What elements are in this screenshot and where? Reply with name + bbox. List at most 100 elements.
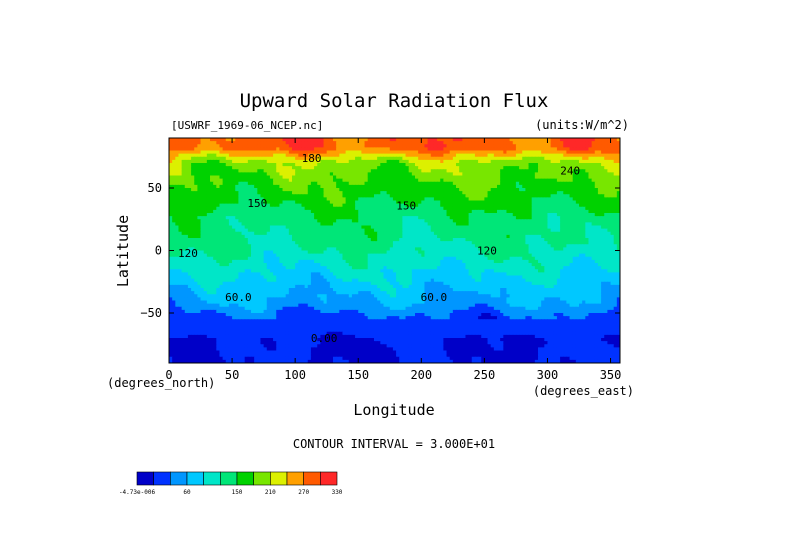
- field-cell: [503, 181, 507, 186]
- field-cell: [285, 188, 290, 192]
- field-cell: [572, 191, 577, 195]
- field-cell: [314, 206, 318, 211]
- field-cell: [292, 159, 296, 164]
- field-cell: [613, 178, 618, 183]
- field-cell: [191, 172, 195, 177]
- field-cell: [560, 194, 564, 198]
- field-cell: [367, 209, 372, 214]
- field-cell: [560, 241, 564, 245]
- field-cell: [307, 147, 312, 152]
- field-cell: [500, 228, 504, 233]
- field-cell: [399, 228, 403, 233]
- field-cell: [326, 203, 331, 208]
- field-cell: [604, 144, 608, 148]
- field-cell: [358, 188, 362, 192]
- field-cell: [512, 194, 517, 198]
- field-cell: [490, 219, 495, 223]
- field-cell: [610, 194, 615, 198]
- field-cell: [544, 222, 548, 227]
- field-cell: [377, 238, 381, 242]
- field-cell: [329, 181, 334, 186]
- field-cell: [449, 147, 454, 152]
- field-cell: [392, 150, 397, 155]
- field-cell: [569, 169, 574, 173]
- field-cell: [471, 216, 476, 220]
- field-cell: [361, 194, 366, 198]
- field-cell: [497, 241, 501, 245]
- field-cell: [295, 216, 299, 220]
- field-cell: [326, 216, 331, 220]
- field-cell: [304, 172, 309, 177]
- field-cell: [232, 231, 236, 236]
- field-cell: [544, 213, 548, 217]
- field-cell: [512, 150, 517, 155]
- field-cell: [541, 194, 545, 198]
- field-cell: [509, 225, 514, 230]
- field-cell: [572, 222, 577, 227]
- field-cell: [326, 241, 331, 245]
- field-cell: [342, 163, 347, 167]
- field-cell: [181, 181, 186, 186]
- field-cell: [610, 225, 615, 230]
- field-cell: [326, 172, 331, 177]
- field-cell: [440, 238, 444, 242]
- field-cell: [310, 228, 315, 233]
- field-cell: [279, 191, 284, 195]
- field-cell: [408, 234, 413, 239]
- field-cell: [377, 244, 381, 248]
- field-cell: [241, 156, 246, 161]
- field-cell: [604, 166, 608, 170]
- field-cell: [279, 206, 284, 211]
- field-cell: [241, 206, 246, 211]
- field-cell: [560, 228, 564, 233]
- field-cell: [572, 241, 577, 245]
- field-cell: [310, 138, 315, 142]
- field-cell: [279, 209, 284, 214]
- field-cell: [178, 138, 183, 142]
- field-cell: [443, 163, 448, 167]
- field-cell: [462, 194, 466, 198]
- field-cell: [462, 181, 466, 186]
- field-cell: [194, 209, 198, 214]
- field-cell: [175, 225, 179, 230]
- field-cell: [613, 228, 618, 233]
- field-cell: [572, 163, 577, 167]
- field-cell: [320, 203, 325, 208]
- field-cell: [323, 159, 328, 164]
- field-cell: [547, 213, 552, 217]
- field-cell: [169, 175, 173, 180]
- field-cell: [348, 200, 353, 205]
- field-cell: [169, 219, 173, 223]
- field-cell: [430, 231, 435, 236]
- field-cell: [364, 188, 369, 192]
- field-cell: [541, 241, 545, 245]
- field-cell: [383, 141, 388, 145]
- field-cell: [339, 144, 343, 148]
- field-cell: [310, 181, 315, 186]
- field-cell: [585, 225, 589, 230]
- field-cell: [333, 213, 337, 217]
- field-cell: [497, 231, 501, 236]
- field-cell: [588, 175, 593, 180]
- field-cell: [512, 169, 517, 173]
- field-cell: [301, 197, 306, 202]
- field-cell: [251, 213, 255, 217]
- field-cell: [380, 172, 384, 177]
- field-cell: [361, 144, 366, 148]
- field-cell: [172, 197, 176, 202]
- field-cell: [392, 213, 397, 217]
- field-cell: [415, 191, 419, 195]
- field-cell: [380, 209, 384, 214]
- field-cell: [585, 175, 589, 180]
- field-cell: [512, 144, 517, 148]
- field-cell: [522, 166, 526, 170]
- field-cell: [427, 150, 432, 155]
- field-cell: [604, 188, 608, 192]
- field-cell: [392, 241, 397, 245]
- field-cell: [437, 138, 441, 142]
- field-cell: [610, 184, 615, 189]
- field-cell: [197, 209, 202, 214]
- field-cell: [241, 225, 246, 230]
- field-cell: [607, 200, 612, 205]
- field-cell: [462, 184, 466, 189]
